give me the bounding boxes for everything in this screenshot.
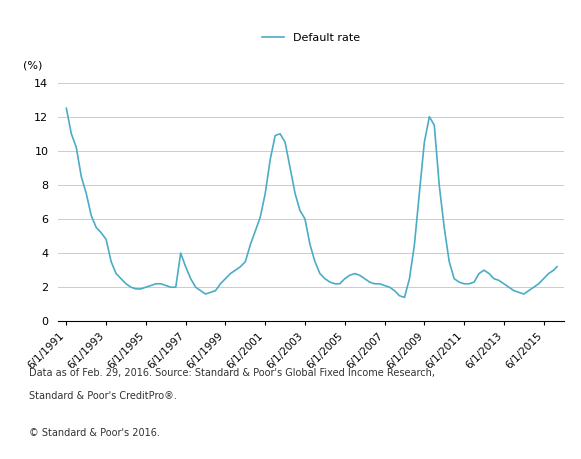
Text: © Standard & Poor's 2016.: © Standard & Poor's 2016. [29,428,160,438]
Text: (%): (%) [23,61,42,71]
Text: Standard & Poor's CreditPro®.: Standard & Poor's CreditPro®. [29,392,177,401]
Text: Data as of Feb. 29, 2016. Source: Standard & Poor's Global Fixed Income Research: Data as of Feb. 29, 2016. Source: Standa… [29,369,435,378]
Legend: Default rate: Default rate [257,28,364,47]
Text: U.S. Speculative Grade Default Rate: U.S. Speculative Grade Default Rate [12,23,322,38]
